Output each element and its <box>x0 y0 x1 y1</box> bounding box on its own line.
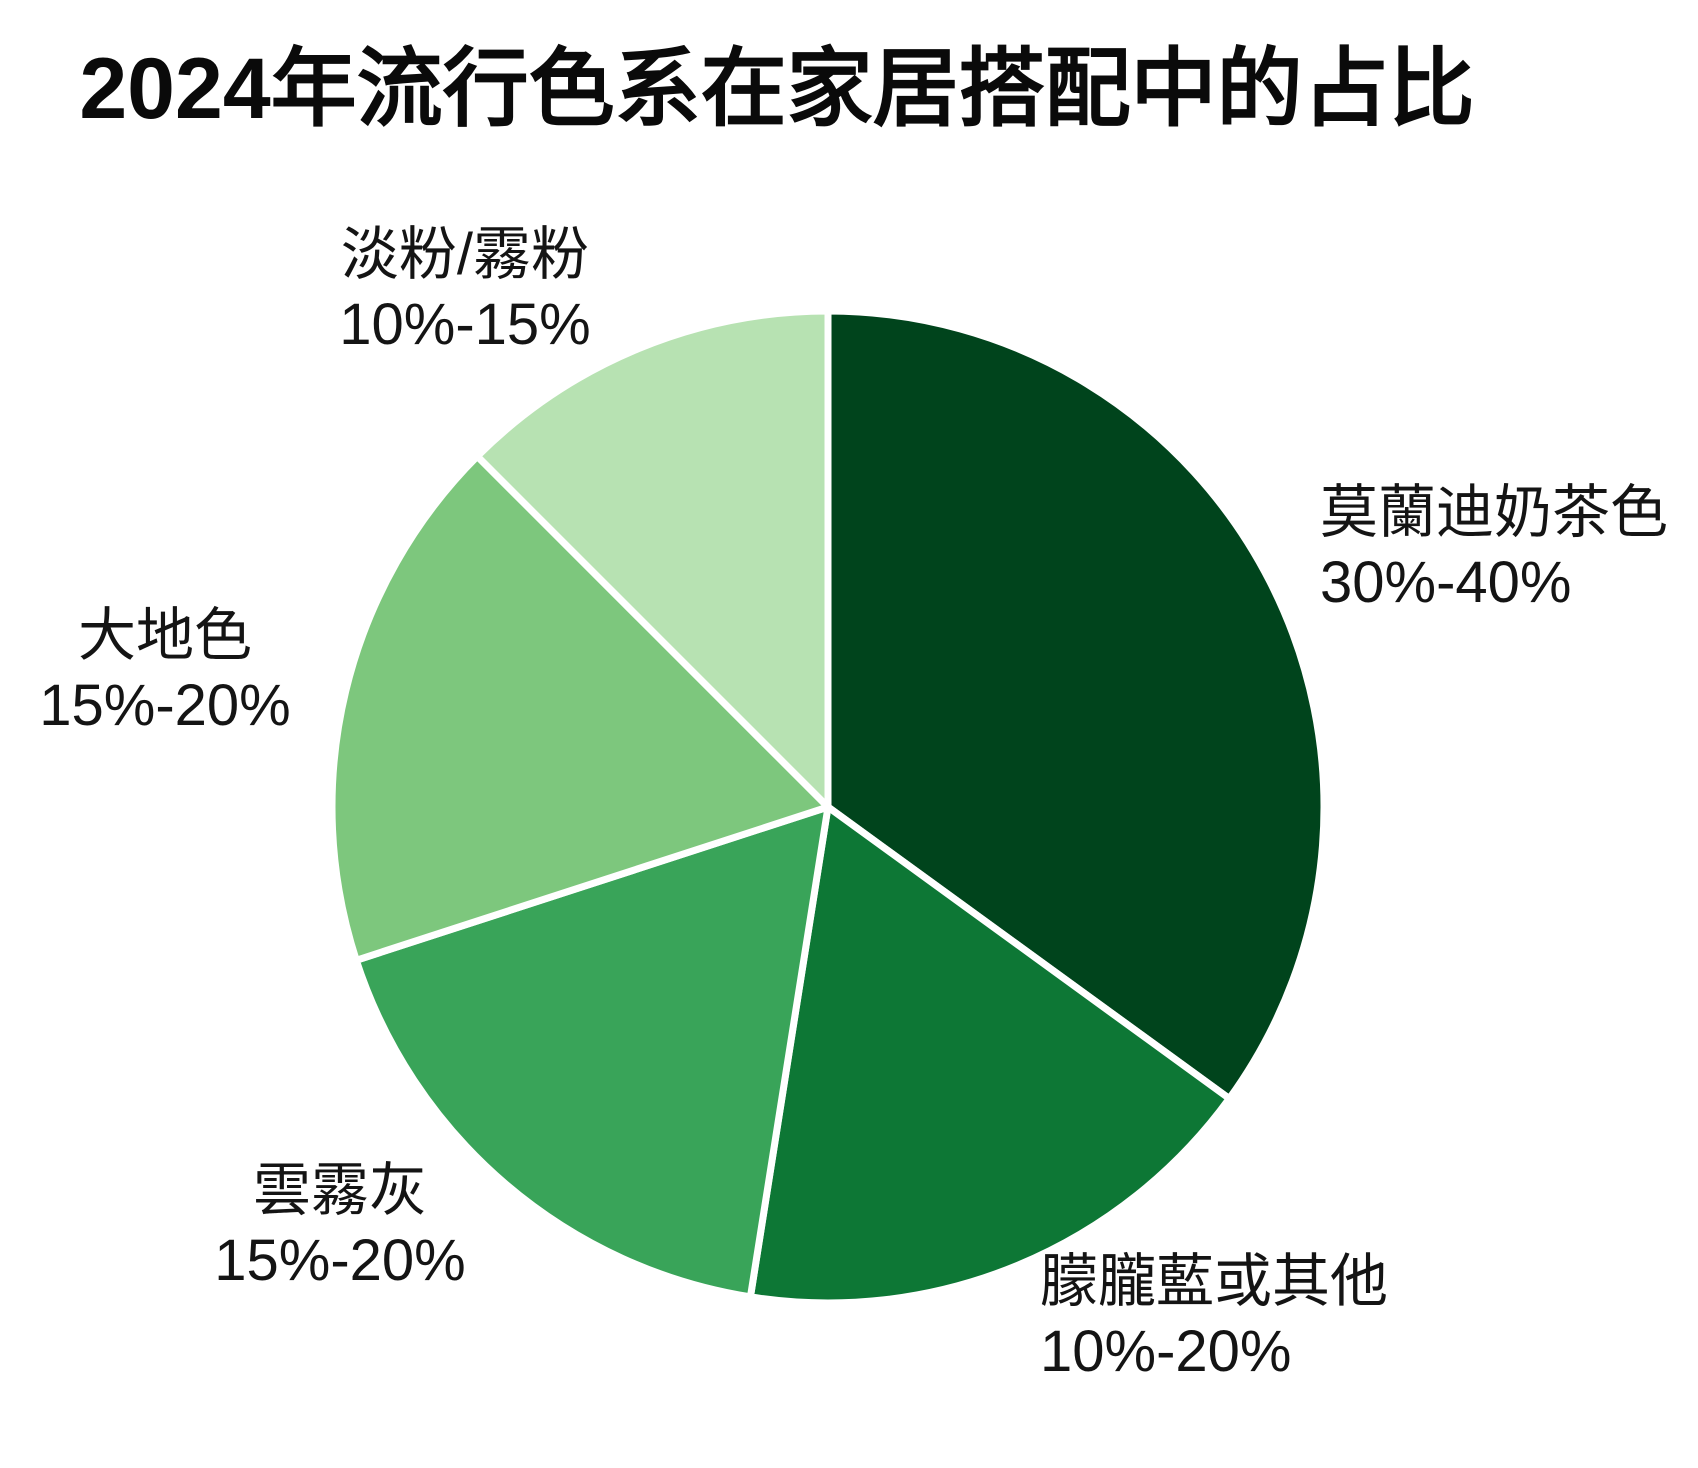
slice-label-range: 10%-15% <box>339 292 591 357</box>
pie-slice-2 <box>352 803 832 1301</box>
pie-slice-3 <box>328 452 832 964</box>
slice-label-text: 大地色 <box>77 603 253 668</box>
pie-slice-0 <box>824 307 1328 1103</box>
slice-label-text: 淡粉/霧粉 <box>340 222 590 287</box>
chart-title: 2024年流行色系在家居搭配中的占比 <box>79 41 1475 137</box>
slice-label-text: 雲霧灰 <box>252 1158 428 1223</box>
slice-label-text: 莫蘭迪奶茶色 <box>1320 480 1669 545</box>
slice-label-yunwu: 雲霧灰 15%-20% <box>214 1156 465 1296</box>
slice-label-range: 10%-20% <box>1040 1319 1292 1384</box>
slice-label-range: 15%-20% <box>214 1228 466 1293</box>
pie-slice-1 <box>746 803 1233 1307</box>
slice-label-menglong: 朦朧藍或其他 10%-20% <box>1040 1247 1388 1387</box>
slice-label-range: 15%-20% <box>39 673 291 738</box>
pie-slice-4 <box>473 307 832 811</box>
slice-label-molandi: 莫蘭迪奶茶色 30%-40% <box>1320 478 1668 618</box>
slice-label-text: 朦朧藍或其他 <box>1040 1249 1389 1314</box>
slice-label-dadi: 大地色 15%-20% <box>39 601 290 741</box>
slice-label-tanfen: 淡粉/霧粉 10%-15% <box>339 220 590 360</box>
slice-label-range: 30%-40% <box>1320 550 1572 615</box>
